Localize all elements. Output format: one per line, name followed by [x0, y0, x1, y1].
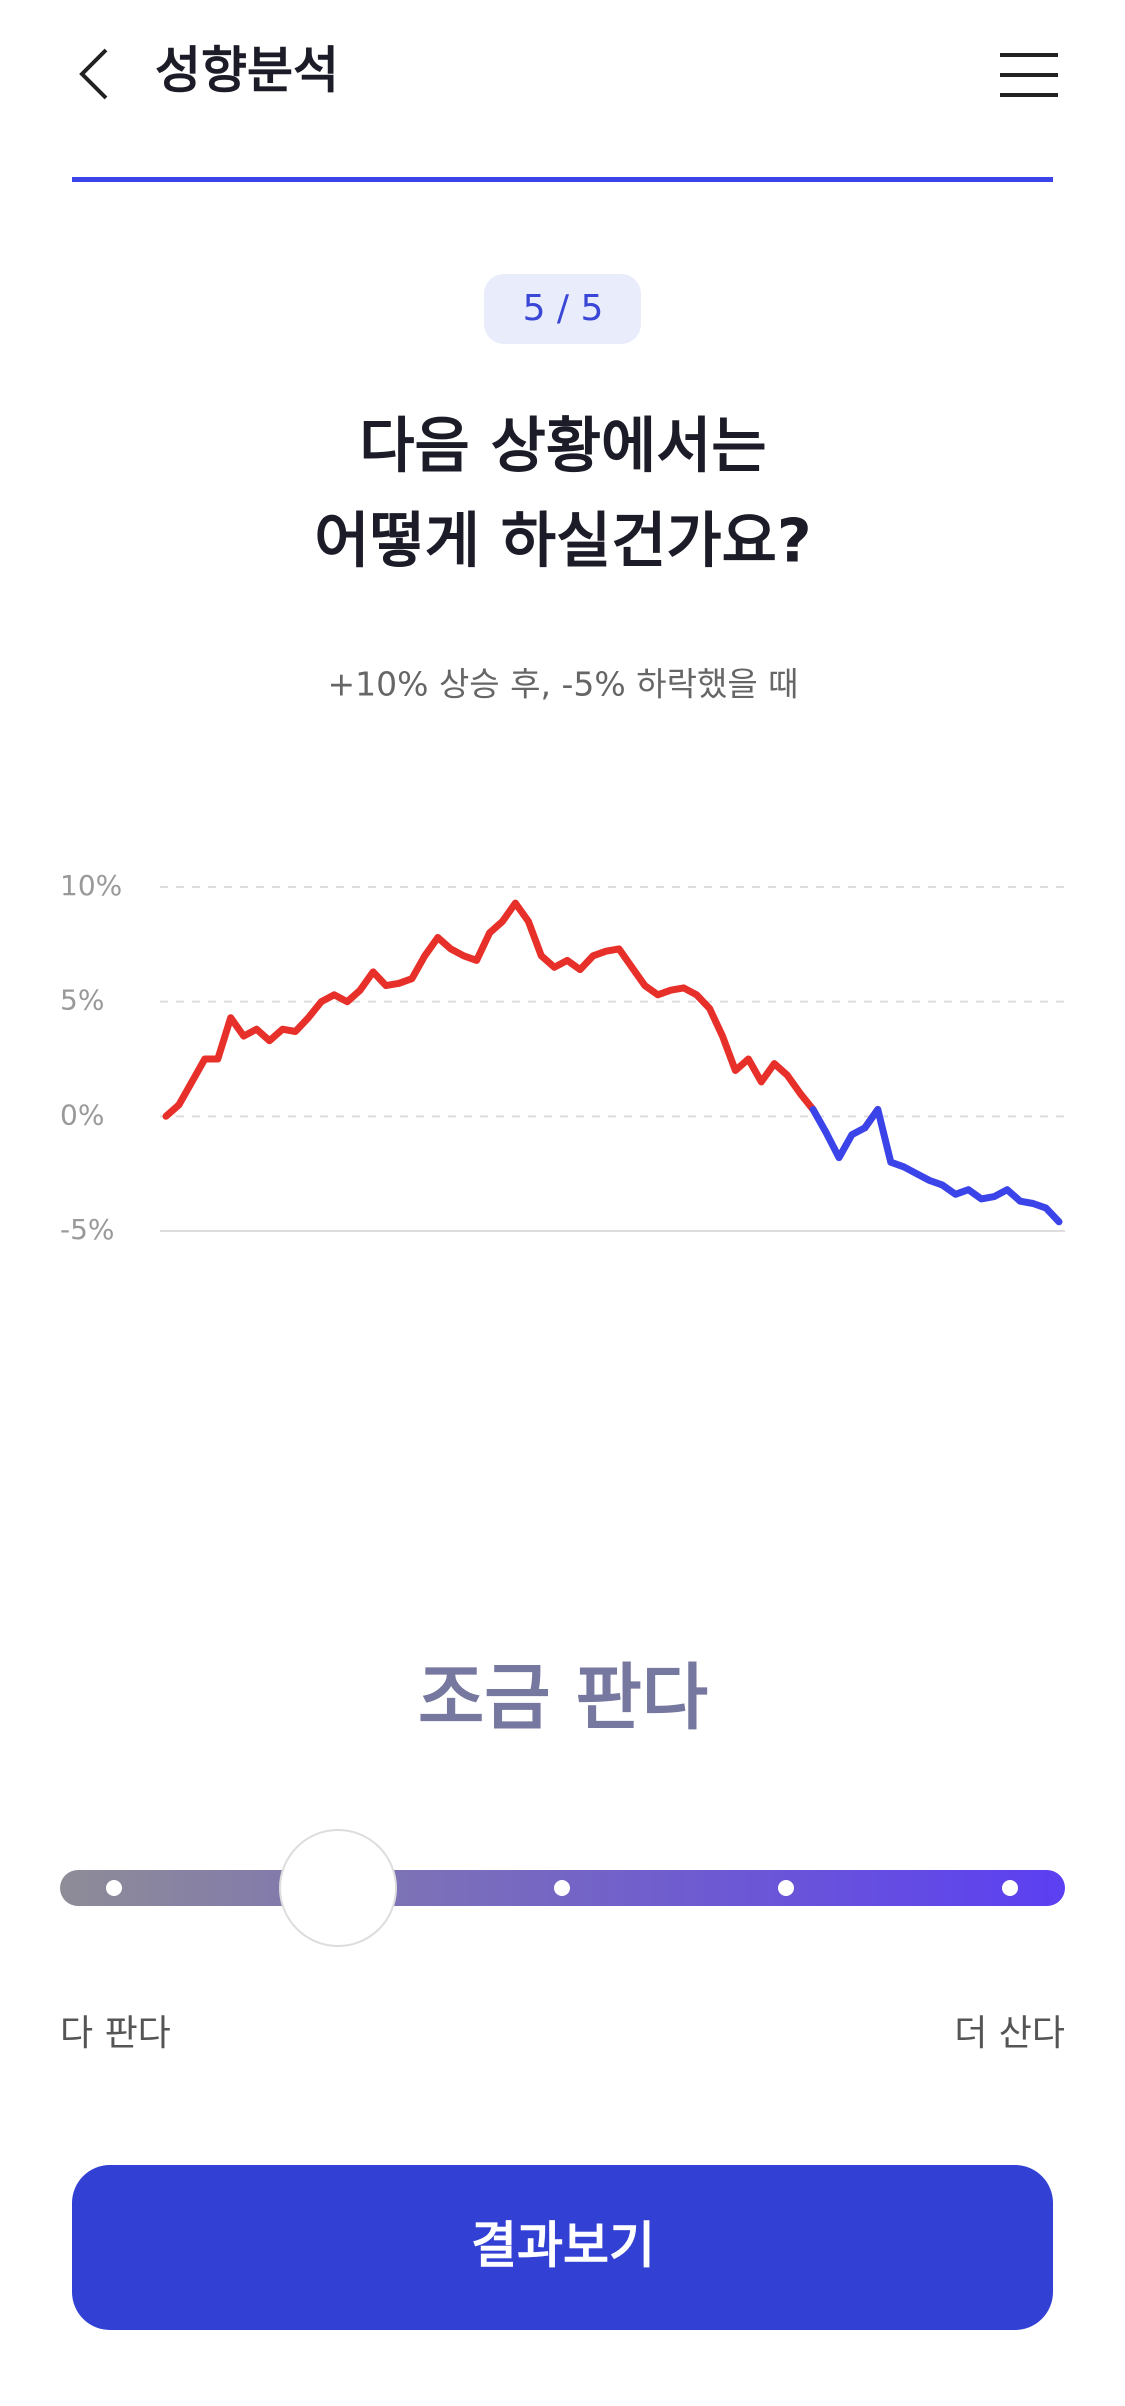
slider-stop [778, 1880, 794, 1896]
slider[interactable] [60, 1829, 1065, 1947]
y-tick-label: -5% [60, 1213, 115, 1246]
back-button[interactable] [79, 48, 108, 100]
slider-stop [106, 1880, 122, 1896]
slider-handle[interactable] [279, 1829, 397, 1947]
progress-text: 5 / 5 [523, 288, 604, 329]
progress-badge [484, 274, 641, 344]
chart: 10% 5% 0% -5% [60, 869, 1065, 1246]
menu-button[interactable] [1000, 53, 1058, 97]
line-series [809, 1106, 1063, 1226]
question-line: 다음 상황에서는 [359, 412, 766, 482]
slider-stop [554, 1880, 570, 1896]
progress-bar [72, 177, 1053, 182]
result-button[interactable] [72, 2165, 1053, 2330]
y-tick-label: 10% [60, 869, 122, 902]
question-line: 어떻게 하실건가요? [314, 507, 811, 577]
y-tick-label: 0% [60, 1098, 104, 1131]
question-subtitle: +10% 상승 후, -5% 하락했을 때 [327, 665, 798, 704]
result-button-label: 결과보기 [471, 2217, 655, 2275]
slider-max-label: 더 산다 [954, 2013, 1065, 2054]
slider-min-label: 다 판다 [60, 2013, 171, 2054]
slider-stop [1002, 1880, 1018, 1896]
line-series [162, 899, 882, 1132]
answer-text: 조금 판다 [418, 1656, 708, 1740]
y-tick-label: 5% [60, 984, 104, 1017]
header-title: 성향분석 [155, 42, 339, 100]
